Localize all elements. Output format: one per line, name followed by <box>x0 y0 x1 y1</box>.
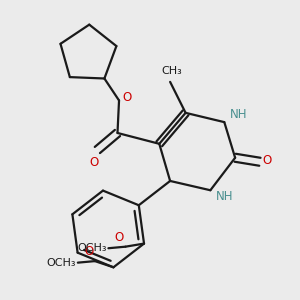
Text: O: O <box>122 92 131 104</box>
Text: OCH₃: OCH₃ <box>77 243 107 253</box>
Text: O: O <box>90 156 99 169</box>
Text: O: O <box>115 231 124 244</box>
Text: NH: NH <box>230 108 248 121</box>
Text: OCH₃: OCH₃ <box>47 258 76 268</box>
Text: CH₃: CH₃ <box>161 66 182 76</box>
Text: NH: NH <box>216 190 233 203</box>
Text: O: O <box>84 245 93 258</box>
Text: O: O <box>262 154 272 167</box>
